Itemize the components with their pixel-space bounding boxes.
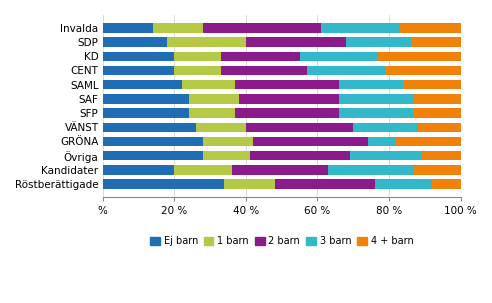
Bar — [246, 38, 346, 47]
Bar — [400, 23, 461, 32]
Bar — [203, 137, 253, 146]
Bar — [103, 108, 188, 118]
Bar — [350, 151, 421, 160]
Bar — [249, 151, 350, 160]
Bar — [353, 123, 418, 132]
Bar — [182, 80, 235, 89]
Bar — [375, 179, 432, 189]
Bar — [103, 38, 167, 47]
Bar — [378, 52, 461, 61]
Bar — [300, 52, 378, 61]
Bar — [103, 179, 224, 189]
Bar — [418, 123, 461, 132]
Bar — [188, 94, 239, 104]
Bar — [403, 80, 461, 89]
Bar — [414, 108, 461, 118]
Bar — [253, 137, 368, 146]
Bar — [103, 66, 174, 75]
Bar — [339, 108, 414, 118]
Bar — [321, 23, 400, 32]
Bar — [153, 23, 203, 32]
Bar — [196, 123, 246, 132]
Bar — [432, 179, 461, 189]
Bar — [235, 108, 339, 118]
Bar — [414, 94, 461, 104]
Bar — [385, 66, 461, 75]
Bar — [239, 94, 339, 104]
Bar — [246, 123, 353, 132]
Bar — [103, 52, 174, 61]
Bar — [103, 151, 203, 160]
Bar — [203, 151, 249, 160]
Bar — [307, 66, 385, 75]
Bar — [339, 80, 403, 89]
Bar — [103, 137, 203, 146]
Bar — [221, 66, 307, 75]
Bar — [167, 38, 246, 47]
Bar — [346, 38, 410, 47]
Bar — [188, 108, 235, 118]
Bar — [221, 52, 300, 61]
Bar — [368, 137, 396, 146]
Bar — [203, 23, 321, 32]
Bar — [174, 52, 221, 61]
Bar — [275, 179, 375, 189]
Bar — [414, 165, 461, 175]
Bar — [235, 80, 339, 89]
Bar — [339, 94, 414, 104]
Bar — [328, 165, 414, 175]
Bar — [174, 165, 232, 175]
Bar — [103, 80, 182, 89]
Bar — [232, 165, 328, 175]
Bar — [224, 179, 275, 189]
Bar — [103, 94, 188, 104]
Bar — [103, 123, 196, 132]
Bar — [174, 66, 221, 75]
Bar — [103, 165, 174, 175]
Bar — [396, 137, 461, 146]
Legend: Ej barn, 1 barn, 2 barn, 3 barn, 4 + barn: Ej barn, 1 barn, 2 barn, 3 barn, 4 + bar… — [146, 233, 417, 250]
Bar — [410, 38, 461, 47]
Bar — [103, 23, 153, 32]
Bar — [421, 151, 461, 160]
